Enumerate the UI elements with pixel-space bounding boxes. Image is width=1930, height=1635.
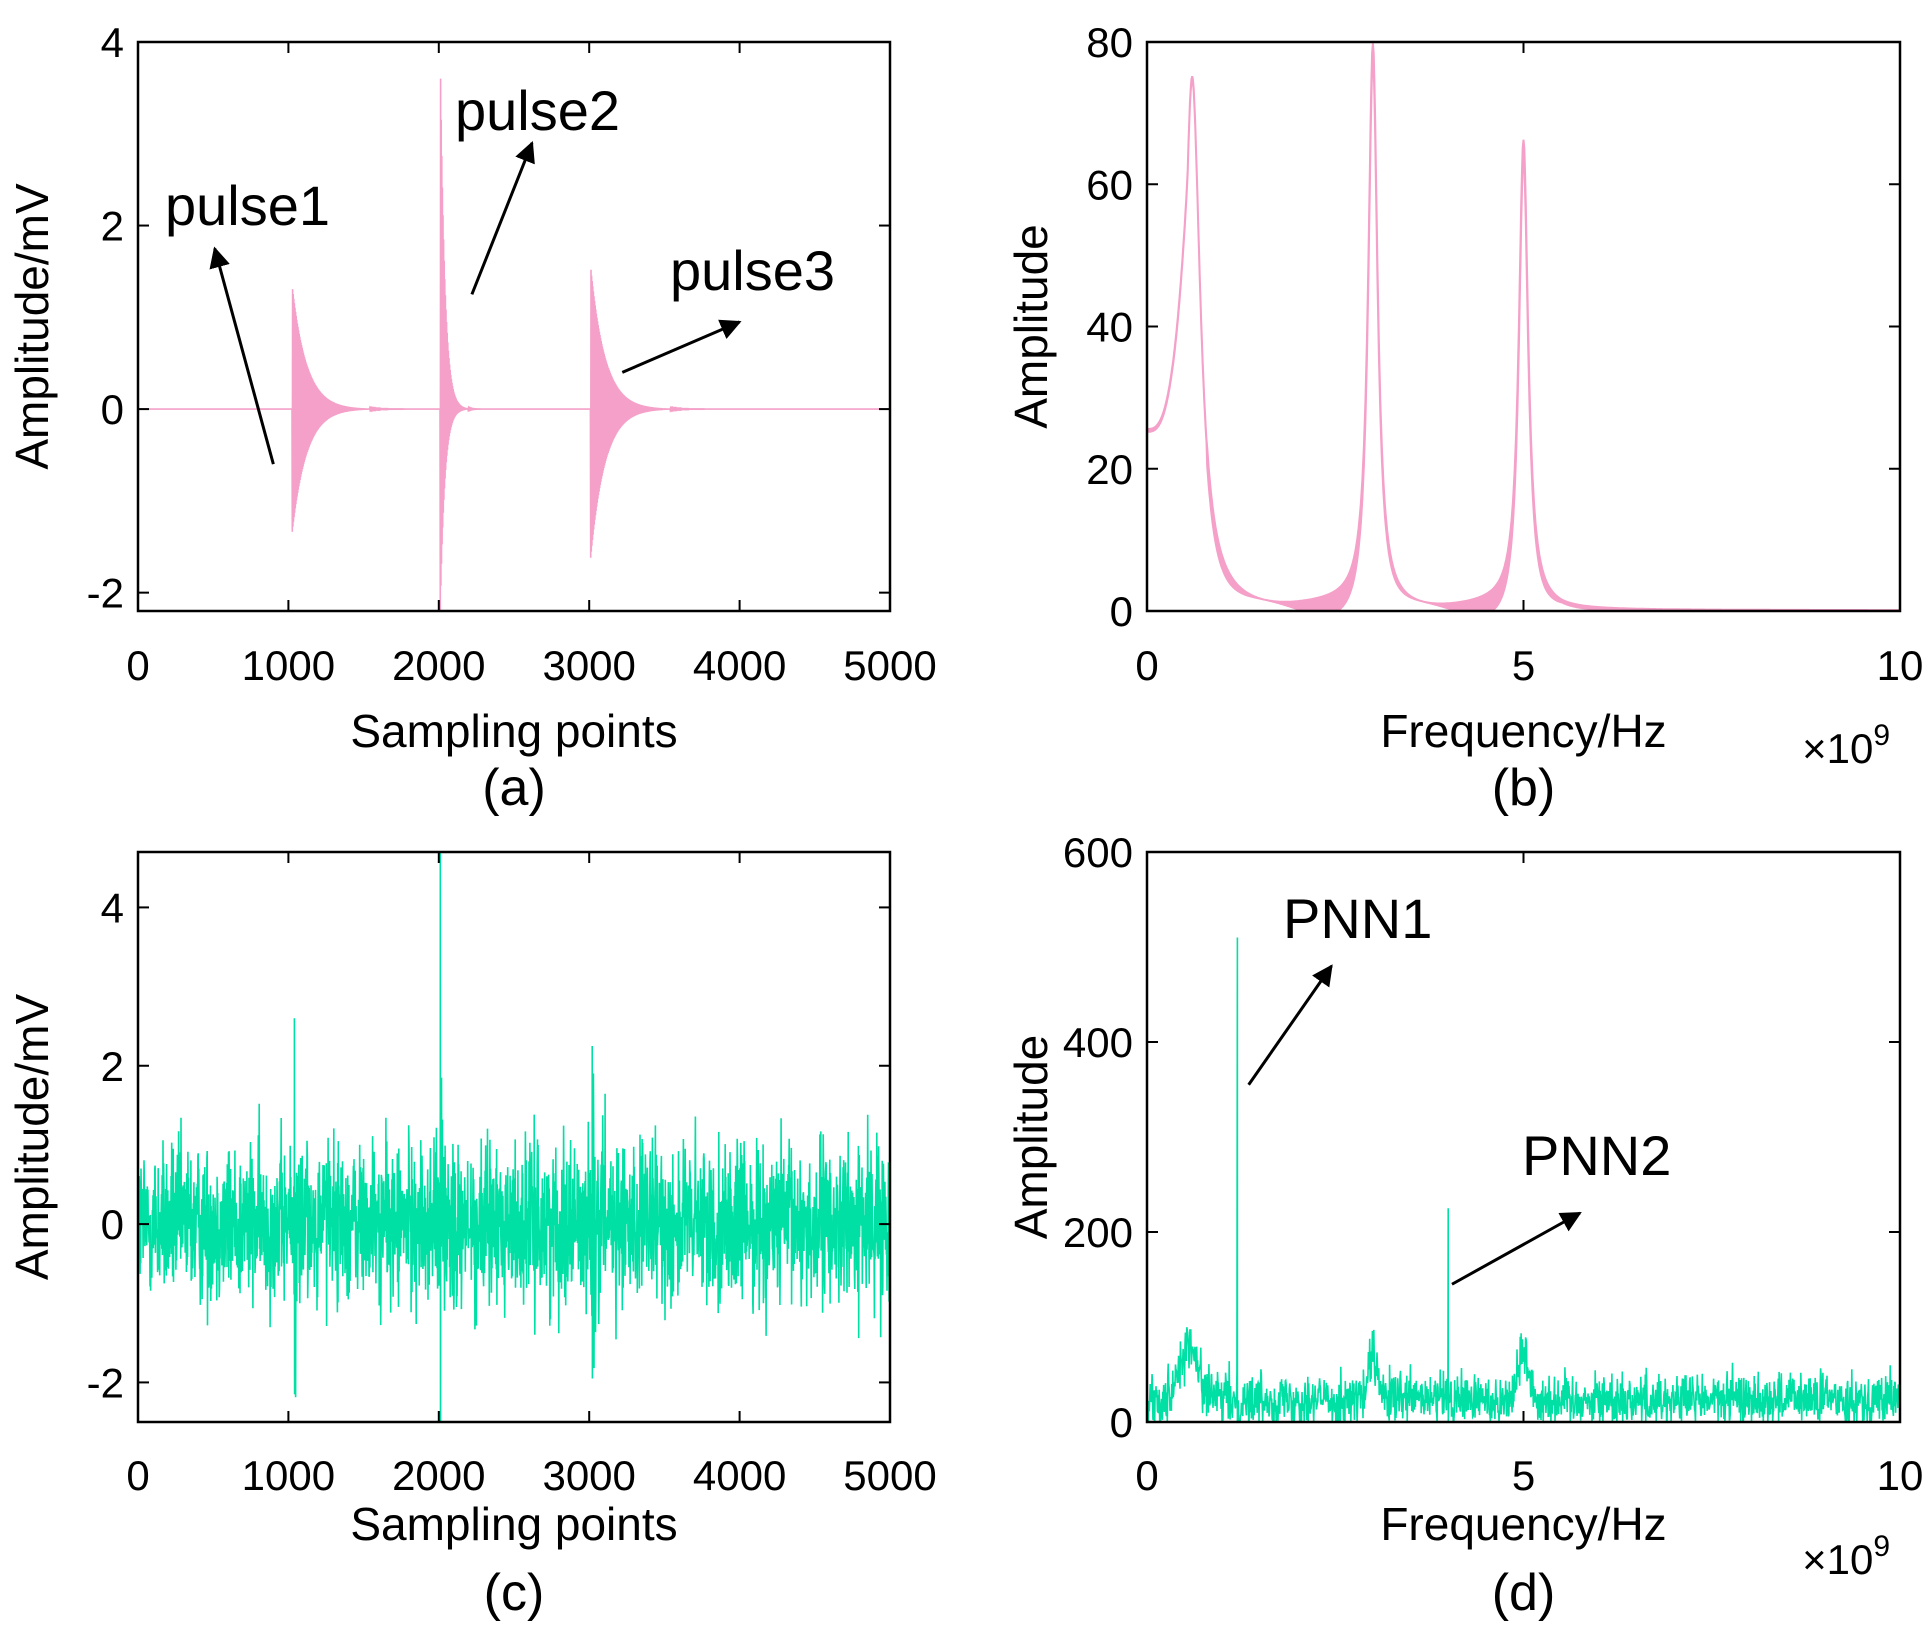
annotation-label: PNN1 (1283, 887, 1432, 950)
y-axis-label: Amplitude (1005, 224, 1057, 429)
panel-d: 0 5 10 0 200 400 600 Frequency/Hz Amplitude (d) ×1… (1005, 829, 1923, 1622)
annotation-arrow (621, 319, 742, 374)
x-axis-label: Frequency/Hz (1380, 705, 1666, 757)
y-tick-label: 4 (101, 884, 124, 931)
x-tick-label: 0 (126, 1452, 149, 1499)
x-tick-label: 4000 (693, 642, 786, 689)
axes-frame (136, 40, 892, 613)
x-tick-label: 0 (1135, 1452, 1158, 1499)
panel-b: 0 5 10 0 20 40 60 80 Frequency/Hz Amplitude (b) ×10… (1005, 19, 1923, 817)
x-tick-label: 3000 (542, 642, 635, 689)
signal-trace (138, 78, 890, 611)
axes-frame (136, 850, 892, 1424)
y-tick-label: 600 (1063, 829, 1133, 876)
y-axis-label: Amplitude/mV (6, 183, 58, 470)
x-tick-label: 0 (1135, 642, 1158, 689)
x-multiplier-exponent: 9 (1873, 719, 1890, 752)
y-tick-label: 20 (1086, 446, 1133, 493)
x-multiplier-base: ×10 (1802, 725, 1873, 772)
panel-label: (d) (1492, 1564, 1556, 1622)
y-tick-label: 0 (101, 1201, 124, 1248)
x-tick-label: 5000 (843, 1452, 936, 1499)
x-tick-label: 10 (1877, 1452, 1924, 1499)
x-tick-label: 5000 (843, 642, 936, 689)
y-tick-label: -2 (87, 1359, 124, 1406)
axes-frame (1145, 40, 1902, 613)
annotation-arrow (1247, 964, 1333, 1086)
x-multiplier-exponent: 9 (1873, 1530, 1890, 1563)
y-tick-label: 0 (1110, 588, 1133, 635)
x-multiplier: ×109 (1802, 1530, 1890, 1583)
x-tick-label: 5 (1512, 642, 1535, 689)
y-tick-label: 4 (101, 19, 124, 66)
annotation-label: PNN2 (1522, 1124, 1671, 1187)
annotation-arrow (209, 246, 275, 465)
annotation-label: pulse1 (165, 174, 330, 237)
y-axis-label: Amplitude (1005, 1035, 1057, 1240)
x-tick-label: 5 (1512, 1452, 1535, 1499)
y-tick-label: 2 (101, 1043, 124, 1090)
x-multiplier-base: ×10 (1802, 1536, 1873, 1583)
x-tick-label: 1000 (242, 642, 335, 689)
noisy-spectrum-trace (1147, 937, 1900, 1422)
x-tick-label: 4000 (693, 1452, 786, 1499)
annotation-arrow (1451, 1211, 1582, 1286)
y-tick-label: 60 (1086, 161, 1133, 208)
x-tick-label: 2000 (392, 642, 485, 689)
y-tick-label: 0 (101, 386, 124, 433)
panel-label: (c) (484, 1564, 545, 1622)
y-tick-label: 2 (101, 203, 124, 250)
y-tick-label: 400 (1063, 1019, 1133, 1066)
x-tick-label: 3000 (542, 1452, 635, 1499)
y-axis-label: Amplitude/mV (6, 994, 58, 1281)
y-tick-label: 80 (1086, 19, 1133, 66)
spectrum-trace (1147, 43, 1900, 611)
panel-label: (a) (482, 759, 546, 817)
x-tick-label: 0 (126, 642, 149, 689)
y-tick-label: 0 (1110, 1399, 1133, 1446)
x-tick-label: 2000 (392, 1452, 485, 1499)
data-layer (1147, 43, 1900, 611)
x-axis-label: Sampling points (350, 705, 677, 757)
x-multiplier: ×109 (1802, 719, 1890, 772)
noisy-signal-trace (138, 852, 890, 1422)
y-tick-label: 200 (1063, 1209, 1133, 1256)
x-tick-label: 10 (1877, 642, 1924, 689)
y-tick-label: -2 (87, 570, 124, 617)
data-layer (1147, 937, 1900, 1422)
y-tick-label: 40 (1086, 304, 1133, 351)
data-layer (138, 78, 890, 611)
data-layer (138, 852, 890, 1422)
x-tick-label: 1000 (242, 1452, 335, 1499)
annotation-label: pulse3 (670, 239, 835, 302)
panel-label: (b) (1492, 759, 1556, 817)
x-axis-label: Sampling points (350, 1498, 677, 1550)
x-axis-label: Frequency/Hz (1380, 1498, 1666, 1550)
annotation-label: pulse2 (455, 79, 620, 142)
annotation-arrow (470, 140, 535, 295)
